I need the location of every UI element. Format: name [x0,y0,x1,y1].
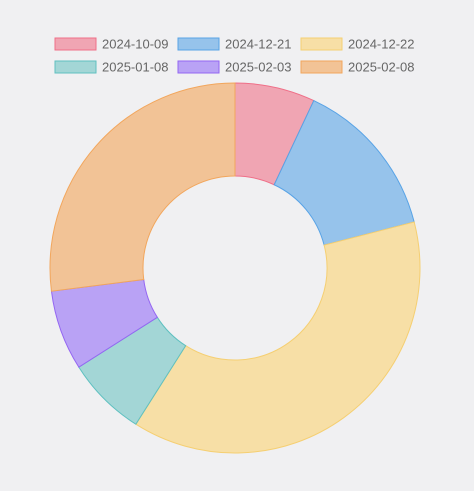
doughnut-slice[interactable] [135,221,421,454]
legend-item[interactable]: 2025-02-03 [177,60,292,75]
legend-swatch [54,60,97,74]
doughnut-slice[interactable] [49,82,236,292]
legend-swatch [177,60,220,74]
legend-label: 2025-02-03 [225,60,292,75]
legend-label: 2024-12-21 [225,37,292,52]
legend-item[interactable]: 2025-02-08 [300,60,415,75]
legend-item[interactable]: 2024-12-21 [177,37,292,52]
legend-label: 2025-02-08 [348,60,415,75]
legend-item[interactable]: 2024-10-09 [54,37,169,52]
legend-label: 2024-12-22 [348,37,415,52]
legend-swatch [300,60,343,74]
legend-item[interactable]: 2025-01-08 [54,60,169,75]
legend-swatch [300,37,343,51]
legend-item[interactable]: 2024-12-22 [300,37,415,52]
legend: 2024-10-09 2024-12-21 2024-12-22 2025-01-08… [54,37,415,75]
legend-swatch [177,37,220,51]
legend-swatch [54,37,97,51]
legend-label: 2025-01-08 [102,60,169,75]
doughnut-slices [49,82,421,454]
legend-label: 2024-10-09 [102,37,169,52]
